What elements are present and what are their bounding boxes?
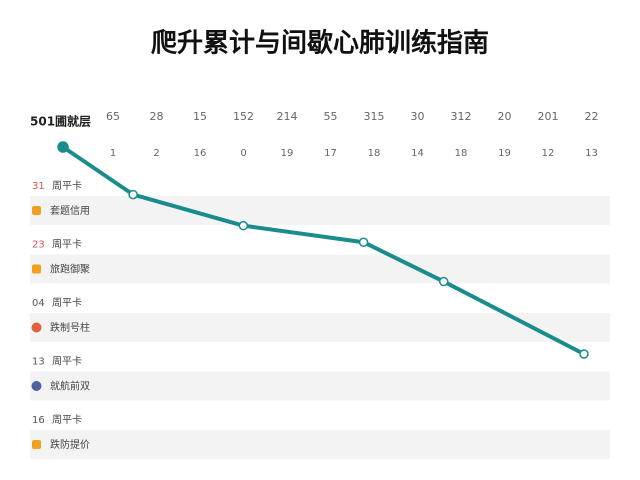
item-label: 周平卡	[52, 413, 82, 426]
column-bottom: 16	[194, 148, 207, 159]
item-icon	[32, 206, 41, 215]
item-label: 周平卡	[52, 296, 82, 309]
column-bottom: 0	[240, 148, 246, 159]
column-top: 214	[277, 110, 298, 123]
trend-point	[579, 349, 589, 359]
column-top: 55	[324, 110, 338, 123]
item-detail: 跌防提价	[50, 438, 90, 451]
item-icon	[31, 322, 42, 333]
row-band	[30, 430, 610, 459]
column-bottom: 14	[411, 148, 424, 159]
column-bottom: 12	[542, 148, 555, 159]
column-top: 20	[498, 110, 512, 123]
row-band	[30, 254, 610, 284]
column-top: 312	[451, 110, 472, 123]
column-top: 28	[150, 110, 164, 123]
column-top: 65	[106, 110, 120, 123]
item-detail: 跌制号柱	[50, 321, 90, 334]
column-bottom: 2	[153, 148, 159, 159]
item-number: 23	[32, 240, 45, 251]
item-detail: 套题信用	[50, 204, 90, 217]
column-top: 315	[364, 110, 385, 123]
row-band	[30, 313, 610, 342]
trend-point	[438, 276, 449, 287]
trend-point	[128, 189, 138, 200]
item-icon	[32, 264, 41, 274]
column-top: 22	[585, 110, 599, 123]
row-band	[30, 196, 610, 225]
column-bottom: 17	[324, 148, 337, 159]
column-top: 15	[193, 110, 207, 123]
trend-point	[57, 141, 69, 153]
trend-line	[61, 145, 585, 356]
row-band	[30, 371, 610, 401]
column-bottom: 18	[368, 148, 381, 159]
trend-point	[238, 220, 249, 231]
item-number: 04	[32, 298, 45, 309]
column-bottom: 1	[110, 148, 116, 159]
item-label: 周平卡	[52, 355, 82, 368]
column-top: 201	[538, 110, 559, 123]
column-top: 30	[411, 110, 425, 123]
item-number: 16	[32, 415, 45, 426]
item-detail: 旅跑御聚	[50, 263, 90, 276]
column-bottom: 13	[585, 148, 598, 159]
column-bottom: 19	[281, 148, 294, 159]
item-number: 31	[32, 181, 45, 192]
title: 爬升累计与间歇心肺训练指南	[151, 28, 489, 59]
item-label: 周平卡	[52, 179, 82, 192]
column-top: 152	[233, 110, 254, 123]
column-bottom: 19	[498, 148, 511, 159]
column-bottom: 18	[455, 148, 468, 159]
row-label: 501圃就层	[30, 114, 91, 129]
trend-point	[358, 237, 369, 247]
item-icon	[32, 440, 41, 449]
item-label: 周平卡	[52, 238, 82, 251]
item-number: 13	[32, 357, 45, 368]
item-detail: 就航前双	[50, 380, 90, 393]
item-icon	[31, 381, 42, 391]
